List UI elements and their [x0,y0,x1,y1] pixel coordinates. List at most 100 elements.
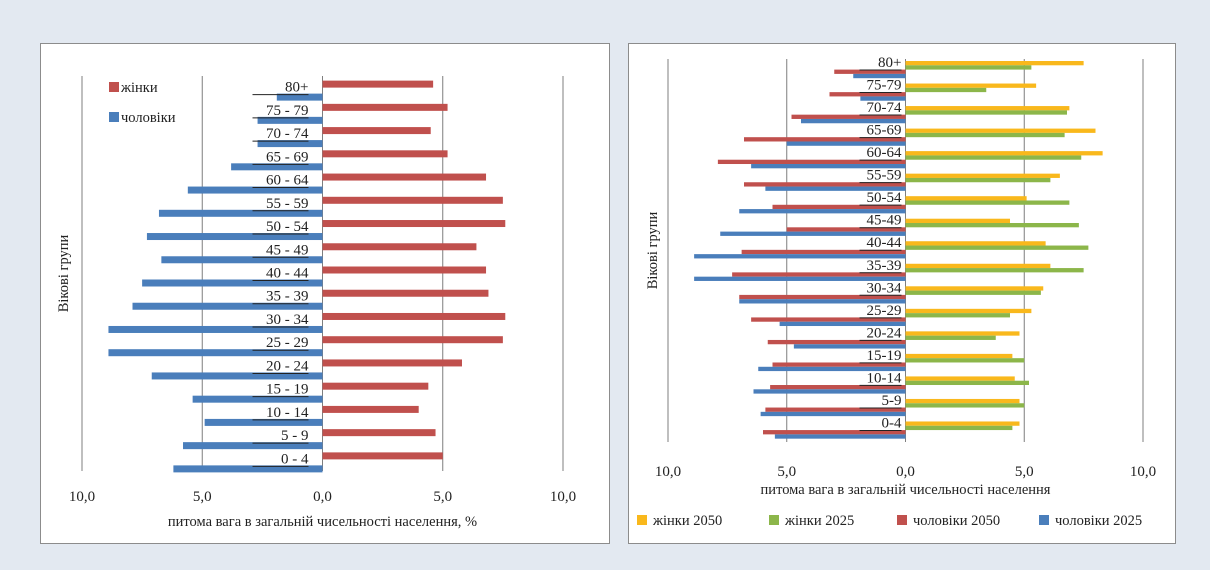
bar-male-10 [108,325,323,333]
bar-female-10 [322,312,506,320]
bar-series-0-12 [905,331,1020,336]
bar-female-5 [322,196,503,204]
category-label-12: 20-24 [867,325,902,341]
bar-series-3-15 [760,411,906,417]
x-axis-title: питома вага в загальній чисельності насе… [761,482,1051,498]
bar-female-3 [322,150,448,158]
legend-label-2: чоловіки 2050 [913,513,1000,529]
legend-label-1: жінки 2025 [784,513,854,529]
bar-series-3-0 [853,73,906,79]
bar-series-1-9 [905,268,1084,273]
category-label-13: 15-19 [867,348,902,364]
x-tick-label-0: 10,0 [655,464,681,480]
category-label-6: 50-54 [867,190,902,206]
category-label-11: 25-29 [867,303,902,319]
bar-series-3-1 [860,96,906,101]
bar-female-11 [322,336,503,344]
bar-series-3-10 [739,299,906,304]
projection-pyramid-chart: 80+ 75-79 70-74 65-69 60-64 55-59 50-54 45-49 40… [637,55,1156,529]
bar-series-2-16 [763,430,906,435]
bar-series-2-15 [765,407,906,412]
bar-male-6 [146,233,323,241]
bar-series-2-12 [767,339,906,345]
bar-female-8 [322,266,487,274]
bar-male-16 [173,465,323,473]
bar-series-3-4 [751,164,906,169]
bar-series-1-3 [905,132,1065,138]
category-label-5: 55-59 [867,168,902,184]
legend-swatch-0 [637,515,647,525]
bar-series-0-6 [905,196,1027,201]
bar-female-1 [322,103,448,111]
bar-series-1-0 [905,65,1032,70]
bar-series-1-8 [905,245,1089,250]
bar-male-8 [142,279,323,287]
x-tick-label-3: 5,0 [1015,464,1034,480]
category-label-9: 35 - 39 [266,289,309,305]
bar-series-2-8 [741,249,906,255]
legend-swatch-female [109,82,119,92]
bar-male-1 [257,116,323,124]
bar-series-0-8 [905,241,1046,246]
bar-series-3-16 [774,434,906,439]
bar-series-1-4 [905,155,1082,160]
category-label-3: 65-69 [867,123,902,139]
bar-series-3-5 [765,186,906,191]
right-chart-panel: 80+ 75-79 70-74 65-69 60-64 55-59 50-54 45-49 40… [628,43,1176,544]
bar-series-3-7 [720,231,906,236]
bar-series-0-15 [905,398,1020,404]
legend-swatch-3 [1039,515,1049,525]
bar-male-4 [187,186,323,194]
bar-series-1-7 [905,223,1079,228]
legend-label-female: жінки [120,80,158,96]
bar-series-0-16 [905,421,1020,426]
x-tick-label-1: 5,0 [193,489,212,505]
bar-female-7 [322,243,477,251]
bar-series-2-10 [739,294,906,300]
bar-series-0-1 [905,83,1037,88]
bar-series-0-14 [905,376,1015,381]
category-label-3: 65 - 69 [266,149,309,165]
bar-series-2-3 [744,137,906,142]
y-axis-title: Вікові групи [645,211,661,289]
bar-series-1-15 [905,403,1025,408]
bar-series-0-9 [905,263,1051,269]
category-label-16: 0-4 [882,415,902,431]
category-label-15: 5-9 [882,393,902,409]
bar-series-3-13 [758,366,906,372]
category-label-13: 15 - 19 [266,382,309,398]
bar-series-1-14 [905,380,1029,386]
x-tick-label-4: 10,0 [1130,464,1156,480]
category-label-7: 45 - 49 [266,242,309,258]
legend-label-male: чоловіки [121,110,176,126]
bar-female-16 [322,452,443,460]
category-label-7: 45-49 [867,213,902,229]
category-label-1: 75 - 79 [266,103,309,119]
bar-series-3-2 [801,118,906,124]
category-label-10: 30 - 34 [266,312,309,328]
bar-series-1-12 [905,335,996,340]
age-pyramid-chart: 80+ 75 - 79 70 - 74 65 - 69 60 - 64 55 - 59 50… [56,76,576,530]
category-label-5: 55 - 59 [266,196,309,212]
bar-series-2-14 [770,385,906,390]
bar-female-4 [322,173,487,181]
legend-label-3: чоловіки 2025 [1055,513,1142,529]
bar-series-2-9 [732,272,906,277]
bar-male-2 [257,140,323,148]
category-label-0: 80+ [878,55,901,71]
bar-female-13 [322,382,429,390]
bar-series-3-8 [694,254,906,259]
category-label-8: 40-44 [867,235,902,251]
x-tick-label-0: 10,0 [69,489,95,505]
category-label-16: 0 - 4 [281,451,309,467]
bar-series-2-7 [786,227,906,232]
bar-male-3 [231,163,323,171]
bar-female-12 [322,359,462,367]
bar-series-1-10 [905,290,1041,295]
legend-swatch-male [109,112,119,122]
category-label-4: 60 - 64 [266,173,309,189]
bar-male-15 [183,442,323,450]
bar-male-13 [192,395,323,403]
bar-male-11 [108,349,323,357]
x-tick-label-2: 0,0 [313,489,332,505]
